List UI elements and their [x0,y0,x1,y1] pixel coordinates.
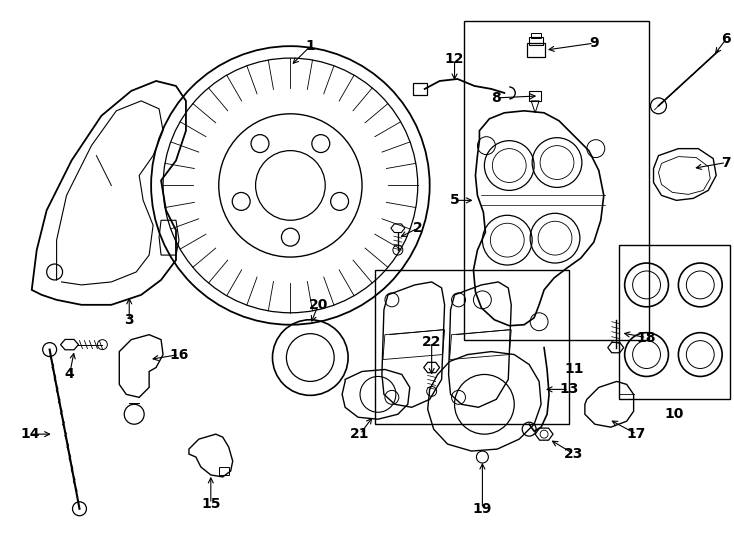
Bar [219,467,229,475]
Text: 9: 9 [589,36,599,50]
Bar [375,270,569,424]
Text: 7: 7 [722,156,731,170]
Text: 22: 22 [422,335,441,349]
Text: 18: 18 [637,330,656,345]
Bar [413,83,426,95]
Text: 11: 11 [564,362,584,376]
Text: 19: 19 [473,502,492,516]
Text: 17: 17 [627,427,647,441]
Text: 15: 15 [201,497,220,511]
Text: 21: 21 [350,427,370,441]
Text: 20: 20 [308,298,328,312]
Text: 16: 16 [170,348,189,362]
Bar [527,43,545,57]
Bar [465,21,649,340]
Bar [529,37,543,45]
Text: 4: 4 [65,367,74,381]
Text: 6: 6 [722,32,731,46]
Bar [529,91,541,101]
Text: 14: 14 [20,427,40,441]
Text: 5: 5 [450,193,459,207]
Text: 2: 2 [413,221,423,235]
Text: 1: 1 [305,39,315,53]
Text: 3: 3 [125,313,134,327]
Text: 10: 10 [665,407,684,421]
Bar [619,245,730,400]
Bar [531,33,541,38]
Text: 13: 13 [559,382,578,396]
Text: 12: 12 [445,52,465,66]
Text: 23: 23 [564,447,584,461]
Text: 8: 8 [492,91,501,105]
